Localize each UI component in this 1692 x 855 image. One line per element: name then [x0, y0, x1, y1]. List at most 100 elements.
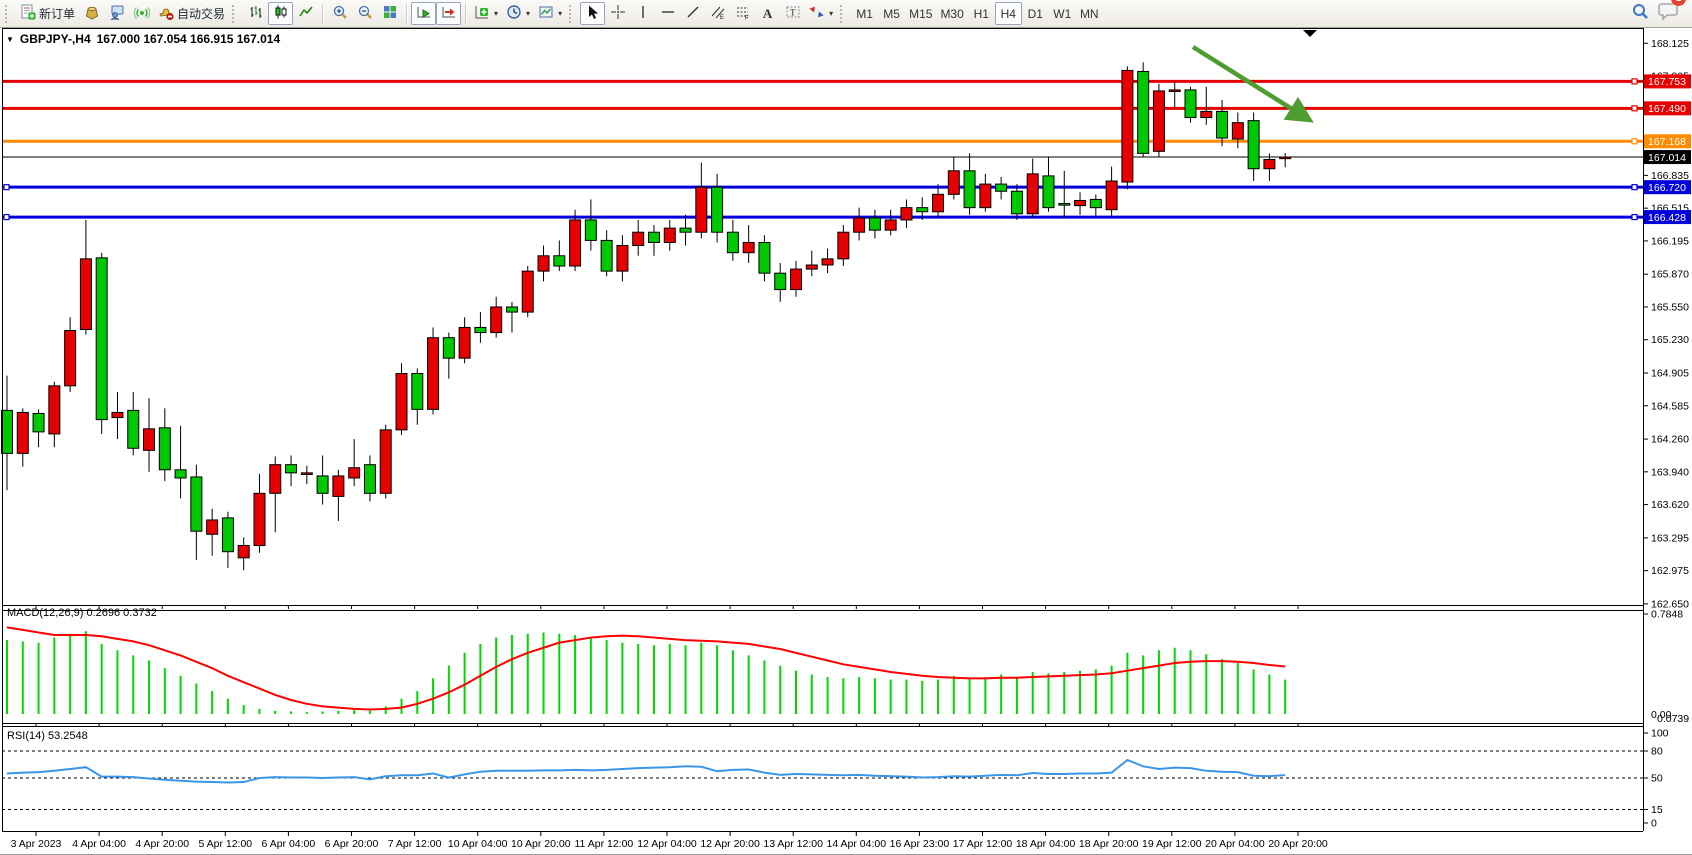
templates-button[interactable]: ▾	[534, 2, 566, 25]
svg-text:18 Apr 04:00: 18 Apr 04:00	[1016, 838, 1076, 850]
crosshair-icon	[610, 4, 626, 23]
price-axis[interactable]: 168.125167.805167.480167.155166.835166.5…	[1643, 38, 1691, 830]
svg-text:T: T	[790, 8, 796, 18]
trendline-tool-button[interactable]	[680, 2, 705, 25]
svg-text:4 Apr 20:00: 4 Apr 20:00	[135, 838, 189, 850]
styler-button[interactable]	[79, 2, 104, 25]
line-handle[interactable]	[3, 213, 10, 221]
toolbar-grip[interactable]	[569, 4, 575, 23]
cursor-tool-button[interactable]	[580, 2, 606, 25]
candle	[332, 475, 345, 497]
tf-button-H1[interactable]: H1	[968, 2, 995, 25]
zoom-in-button[interactable]	[327, 2, 352, 25]
candle	[663, 227, 676, 243]
text-tool-button[interactable]: A	[755, 2, 780, 25]
person-monitor-icon	[109, 4, 125, 23]
chart-shift-button[interactable]	[436, 2, 462, 25]
new-order-button[interactable]: 新订单	[16, 2, 79, 25]
time-axis[interactable]: 3 Apr 2023 4 Apr 04:00 4 Apr 20:00 5 Apr 12…	[11, 605, 1328, 851]
market-watch-button[interactable]	[104, 2, 129, 25]
tf-button-M30[interactable]: M30	[936, 2, 967, 25]
candle	[679, 227, 692, 233]
bar-chart-button[interactable]	[243, 2, 268, 25]
search-icon[interactable]	[1631, 2, 1650, 26]
candle	[916, 207, 929, 213]
toolbar-grip[interactable]	[232, 4, 238, 23]
chevron-down-icon: ▾	[494, 9, 499, 18]
svg-text:168.125: 168.125	[1651, 38, 1689, 50]
candle	[221, 517, 234, 553]
periods-button[interactable]: ▾	[502, 2, 534, 25]
line-handle[interactable]	[1631, 213, 1638, 221]
text-label-tool-button[interactable]: T	[780, 2, 805, 25]
notification-badge[interactable]: 1	[1671, 0, 1686, 6]
toolbar-grip[interactable]	[840, 4, 846, 23]
svg-text:12 Apr 04:00: 12 Apr 04:00	[637, 838, 697, 850]
line-handle[interactable]	[1631, 184, 1638, 191]
vertical-line-icon	[635, 4, 651, 23]
macd-values: 0.2696 0.3732	[86, 607, 157, 619]
candles-layer	[1, 62, 1292, 571]
line-handle[interactable]	[3, 184, 10, 191]
fibonacci-tool-button[interactable]: F	[730, 2, 755, 25]
rsi-line	[6, 758, 1286, 784]
candle	[616, 245, 629, 272]
indicators-icon	[474, 4, 490, 23]
line-handle[interactable]	[1631, 138, 1638, 145]
tf-button-M15[interactable]: M15	[905, 2, 936, 25]
tf-button-D1[interactable]: D1	[1022, 2, 1049, 25]
candle	[711, 186, 724, 233]
arrow-objects-icon	[809, 4, 825, 23]
svg-text:50: 50	[1651, 773, 1663, 785]
tf-button-M5[interactable]: M5	[878, 2, 905, 25]
svg-text:162.650: 162.650	[1651, 598, 1689, 610]
line-handle[interactable]	[1631, 78, 1638, 85]
signals-button[interactable]	[129, 2, 154, 25]
tf-button-MN[interactable]: MN	[1076, 2, 1103, 25]
candle	[1247, 120, 1260, 170]
candle	[868, 217, 881, 231]
candle-chart-button[interactable]	[268, 2, 294, 25]
price-level-lines	[2, 78, 1643, 221]
indicators-button[interactable]: ▾	[470, 2, 502, 25]
channel-tool-button[interactable]: E	[705, 2, 730, 25]
svg-text:14 Apr 04:00: 14 Apr 04:00	[827, 838, 887, 850]
svg-text:7 Apr 12:00: 7 Apr 12:00	[388, 838, 442, 850]
toolbar-right: 1	[1631, 0, 1690, 27]
candle	[316, 475, 329, 494]
tf-button-W1[interactable]: W1	[1049, 2, 1076, 25]
text-icon: A	[762, 5, 773, 21]
candlestick-chart-icon	[273, 4, 289, 23]
collapse-triangle-icon[interactable]: ▼	[6, 34, 14, 44]
trend-arrow[interactable]	[1191, 45, 1314, 123]
candle	[458, 326, 471, 359]
vertical-line-tool-button[interactable]	[630, 2, 655, 25]
svg-text:163.620: 163.620	[1651, 499, 1689, 511]
svg-text:0.00: 0.00	[1651, 709, 1672, 721]
candle	[1058, 203, 1071, 206]
toolbar-grip[interactable]	[5, 4, 11, 23]
chart-canvas[interactable]: 168.125167.805167.480167.155166.835166.5…	[0, 28, 1692, 855]
candle	[632, 231, 645, 247]
svg-text:12 Apr 20:00: 12 Apr 20:00	[700, 838, 760, 850]
auto-scroll-icon	[416, 4, 432, 23]
cursor-icon	[585, 4, 601, 23]
tile-windows-button[interactable]	[377, 2, 402, 25]
svg-text:17 Apr 12:00: 17 Apr 12:00	[953, 838, 1013, 850]
line-chart-button[interactable]	[293, 2, 318, 25]
arrows-tool-button[interactable]: ▾	[805, 2, 837, 25]
zoom-out-button[interactable]	[352, 2, 377, 25]
tf-button-H4[interactable]: H4	[994, 2, 1022, 25]
candle	[1216, 110, 1229, 139]
line-handle[interactable]	[1631, 105, 1638, 112]
candle	[742, 241, 755, 254]
tf-button-M1[interactable]: M1	[851, 2, 878, 25]
crosshair-tool-button[interactable]	[605, 2, 630, 25]
auto-trading-button[interactable]: 自动交易	[154, 2, 229, 25]
chat-notifications[interactable]: 1	[1658, 0, 1686, 27]
horizontal-line-tool-button[interactable]	[655, 2, 680, 25]
candle	[411, 373, 424, 410]
auto-scroll-button[interactable]	[411, 2, 437, 25]
shift-marker[interactable]	[1303, 30, 1317, 37]
